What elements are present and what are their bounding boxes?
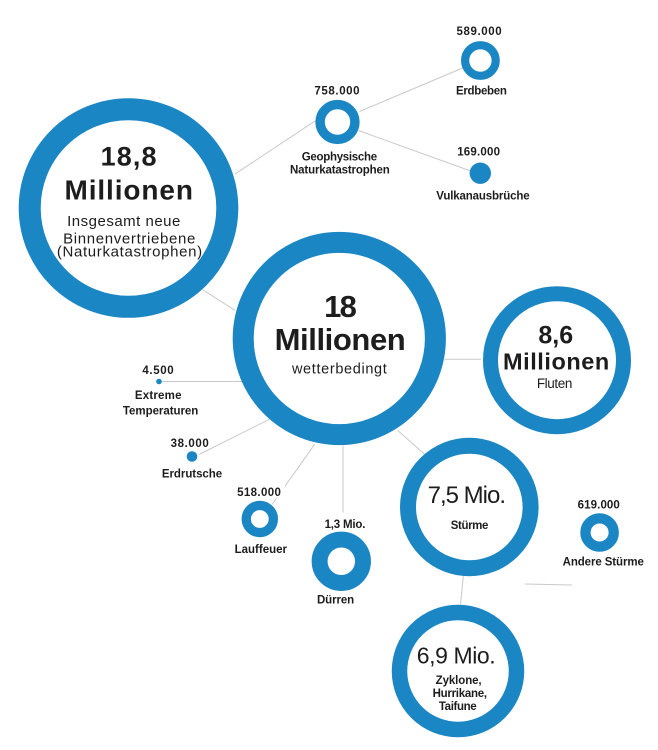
svg-text:Millionen: Millionen bbox=[275, 322, 406, 357]
svg-text:Stürme: Stürme bbox=[451, 520, 488, 532]
svg-text:Lauffeuer: Lauffeuer bbox=[235, 544, 288, 556]
svg-text:Millionen: Millionen bbox=[503, 348, 610, 374]
svg-text:Erdbeben: Erdbeben bbox=[456, 86, 507, 98]
svg-text:Extreme: Extreme bbox=[135, 390, 182, 402]
svg-text:Taifune: Taifune bbox=[439, 701, 476, 713]
svg-text:Zyklone,: Zyklone, bbox=[436, 675, 482, 687]
svg-text:6,9 Mio.: 6,9 Mio. bbox=[417, 642, 496, 668]
svg-text:Fluten: Fluten bbox=[537, 376, 572, 391]
svg-text:Insgesamt neue: Insgesamt neue bbox=[67, 213, 181, 230]
svg-text:38.000: 38.000 bbox=[171, 438, 210, 450]
svg-text:18: 18 bbox=[324, 289, 357, 324]
svg-text:18,8: 18,8 bbox=[101, 142, 158, 172]
svg-text:758.000: 758.000 bbox=[314, 86, 360, 98]
svg-text:518.000: 518.000 bbox=[237, 487, 281, 499]
svg-text:4.500: 4.500 bbox=[142, 365, 174, 377]
svg-text:Vulkanausbrüche: Vulkanausbrüche bbox=[436, 191, 529, 203]
svg-text:Erdrutsche: Erdrutsche bbox=[162, 468, 222, 480]
svg-text:8,6: 8,6 bbox=[538, 322, 573, 350]
svg-text:589.000: 589.000 bbox=[457, 26, 503, 38]
svg-text:Andere Stürme: Andere Stürme bbox=[563, 557, 644, 569]
svg-text:Dürren: Dürren bbox=[317, 594, 354, 606]
svg-text:Naturkatastrophen: Naturkatastrophen bbox=[290, 165, 390, 177]
svg-text:Binnenvertriebene: Binnenvertriebene bbox=[63, 231, 196, 248]
svg-text:7,5 Mio.: 7,5 Mio. bbox=[428, 482, 505, 509]
svg-text:(Naturkatastrophen): (Naturkatastrophen) bbox=[57, 243, 203, 260]
svg-text:Millionen: Millionen bbox=[64, 174, 193, 205]
svg-text:169.000: 169.000 bbox=[457, 147, 500, 159]
svg-text:Geophysische: Geophysische bbox=[302, 152, 377, 164]
svg-text:Hurrikane,: Hurrikane, bbox=[433, 688, 487, 700]
svg-text:wetterbedingt: wetterbedingt bbox=[291, 361, 388, 377]
svg-text:Temperaturen: Temperaturen bbox=[123, 405, 198, 417]
svg-text:1,3 Mio.: 1,3 Mio. bbox=[325, 519, 366, 531]
svg-text:619.000: 619.000 bbox=[578, 499, 620, 511]
